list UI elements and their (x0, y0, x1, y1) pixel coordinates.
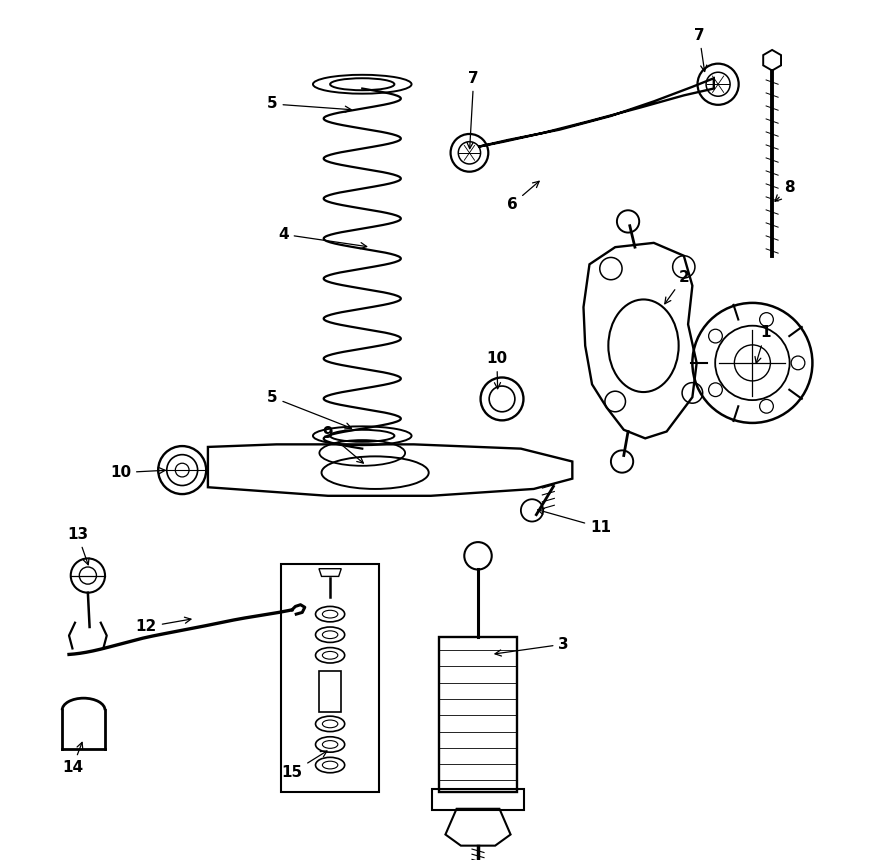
Text: 4: 4 (278, 227, 366, 249)
Text: 11: 11 (538, 508, 611, 535)
Text: 5: 5 (267, 390, 351, 429)
Text: 14: 14 (62, 742, 83, 775)
Text: 8: 8 (775, 180, 795, 201)
Bar (280, 564, 379, 791)
Text: 10: 10 (487, 351, 507, 388)
Text: 7: 7 (467, 71, 479, 148)
Text: 12: 12 (135, 617, 191, 634)
Text: 5: 5 (267, 97, 351, 112)
Text: 1: 1 (755, 325, 771, 363)
Text: 9: 9 (323, 425, 364, 463)
Text: 13: 13 (67, 527, 89, 564)
Text: 10: 10 (110, 465, 165, 480)
Text: 15: 15 (281, 751, 327, 780)
Text: 2: 2 (665, 269, 689, 304)
Bar (439, 637, 517, 791)
Bar (319, 671, 341, 712)
Text: 3: 3 (495, 637, 569, 656)
Text: 7: 7 (694, 28, 707, 72)
Text: 6: 6 (507, 181, 539, 211)
Bar (432, 789, 524, 810)
